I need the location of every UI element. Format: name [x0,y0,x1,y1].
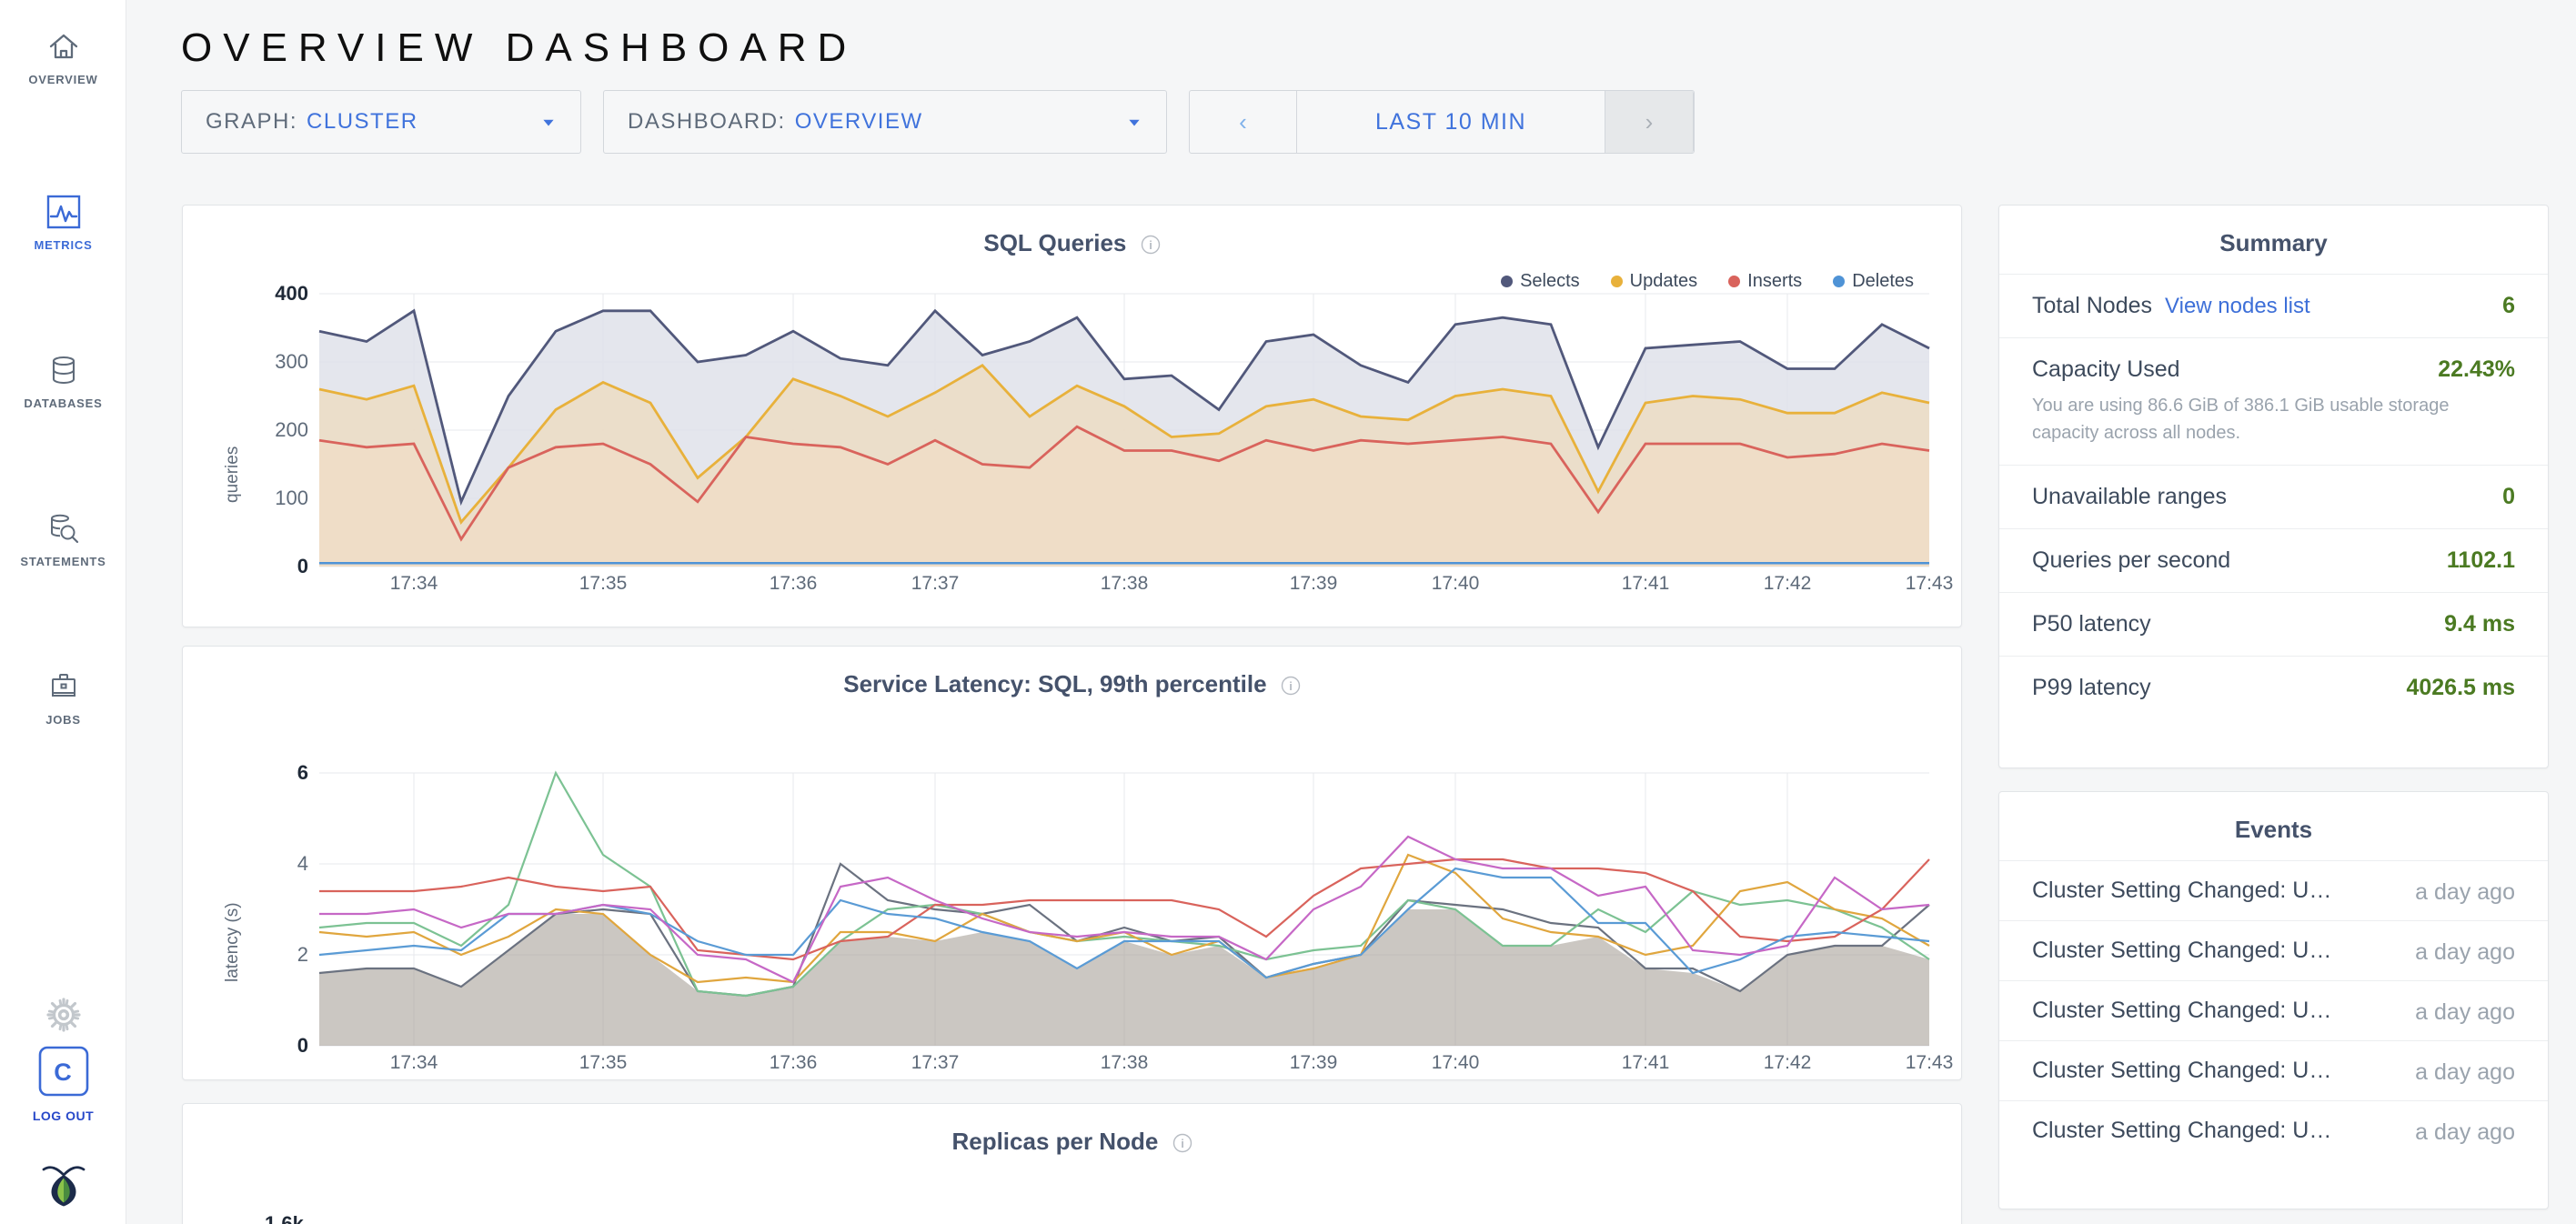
svg-text:17:36: 17:36 [770,573,818,594]
svg-text:17:41: 17:41 [1622,1052,1670,1073]
svg-text:17:37: 17:37 [911,1052,960,1073]
svg-text:0: 0 [297,1034,308,1057]
svg-text:17:40: 17:40 [1432,1052,1480,1073]
svg-text:17:43: 17:43 [1906,573,1954,594]
svg-text:17:39: 17:39 [1290,1052,1338,1073]
svg-text:4: 4 [297,852,308,875]
svg-text:17:40: 17:40 [1432,573,1480,594]
svg-text:i: i [1181,1137,1184,1150]
svg-text:17:39: 17:39 [1290,573,1338,594]
svg-text:200: 200 [275,418,308,441]
svg-text:2: 2 [297,943,308,966]
svg-text:6: 6 [297,761,308,784]
svg-text:17:34: 17:34 [390,573,438,594]
svg-text:17:37: 17:37 [911,573,960,594]
svg-text:400: 400 [275,282,308,305]
svg-text:17:42: 17:42 [1764,1052,1812,1073]
svg-text:i: i [1289,679,1293,693]
svg-text:i: i [1149,238,1152,252]
svg-text:17:38: 17:38 [1101,573,1149,594]
svg-text:17:43: 17:43 [1906,1052,1954,1073]
svg-text:C: C [54,1058,72,1086]
svg-text:300: 300 [275,350,308,373]
svg-text:17:35: 17:35 [579,1052,628,1073]
svg-text:17:41: 17:41 [1622,573,1670,594]
svg-text:100: 100 [275,487,308,509]
svg-text:17:34: 17:34 [390,1052,438,1073]
svg-text:17:35: 17:35 [579,573,628,594]
svg-text:17:36: 17:36 [770,1052,818,1073]
svg-text:17:38: 17:38 [1101,1052,1149,1073]
svg-text:17:42: 17:42 [1764,573,1812,594]
svg-text:0: 0 [297,555,308,577]
